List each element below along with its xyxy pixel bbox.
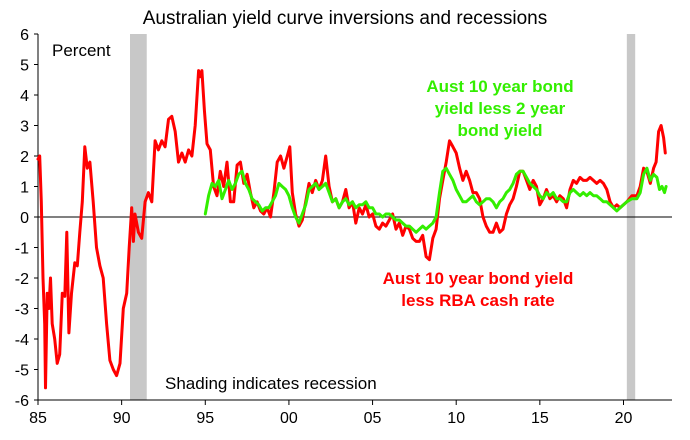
y-tick-label: 4	[20, 88, 29, 105]
series-label-line: bond yield	[458, 121, 543, 140]
x-tick-label: 05	[364, 410, 382, 427]
unit-label: Percent	[52, 41, 111, 60]
x-tick-label: 90	[113, 410, 131, 427]
y-tick-label: -6	[15, 393, 29, 410]
x-tick-label: 00	[280, 410, 298, 427]
green-series-label: Aust 10 year bond yield less 2 year bond y…	[426, 77, 573, 140]
x-tick-label: 15	[531, 410, 549, 427]
y-tick-label: -4	[15, 332, 29, 349]
series-label-line: yield less 2 year	[435, 99, 566, 118]
series-label-line: less RBA cash rate	[401, 291, 554, 310]
y-tick-label: -5	[15, 363, 29, 380]
y-tick-label: 0	[20, 210, 29, 227]
y-tick-label: -1	[15, 241, 29, 258]
x-tick-label: 95	[196, 410, 214, 427]
chart-title: Australian yield curve inversions and re…	[143, 8, 547, 29]
y-tick-label: -2	[15, 271, 29, 288]
y-tick-label: 5	[20, 58, 29, 75]
red-series-label: Aust 10 year bond yield less RBA cash rat…	[383, 269, 574, 310]
y-tick-label: 6	[20, 27, 29, 44]
y-tick-label: 1	[20, 180, 29, 197]
y-tick-label: -3	[15, 302, 29, 319]
x-tick-label: 85	[29, 410, 47, 427]
series-line	[203, 166, 668, 234]
series-label-line: Aust 10 year bond	[426, 77, 573, 96]
x-tick-label: 20	[615, 410, 633, 427]
y-tick-label: 2	[20, 149, 29, 166]
series-lines	[36, 69, 668, 390]
x-tick-label: 10	[447, 410, 465, 427]
y-tick-label: 3	[20, 119, 29, 136]
shading-note: Shading indicates recession	[165, 374, 377, 393]
series-label-line: Aust 10 year bond yield	[383, 269, 574, 288]
